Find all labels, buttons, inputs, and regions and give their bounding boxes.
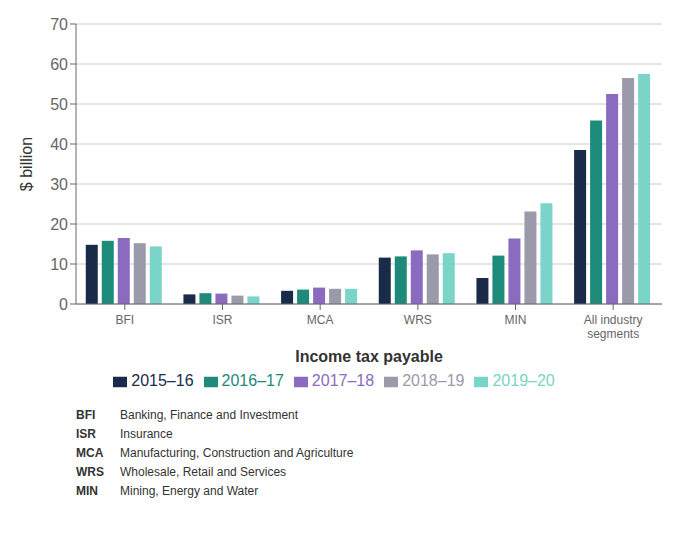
svg-text:$ billion: $ billion xyxy=(18,137,35,191)
html-text:Mining, Energy and Water: Mining, Energy and Water xyxy=(120,484,259,498)
html-text:MCA: MCA xyxy=(76,446,104,460)
html-text:Manufacturing, Construction an: Manufacturing, Construction and Agricult… xyxy=(120,446,354,460)
svg-text:60: 60 xyxy=(50,56,68,73)
svg-text:WRS: WRS xyxy=(404,313,432,327)
html-text:2018–19: 2018–19 xyxy=(402,372,465,389)
html-text:MIN: MIN xyxy=(76,484,98,498)
html-text:2019–20: 2019–20 xyxy=(492,372,555,389)
svg-text:MIN: MIN xyxy=(505,313,527,327)
svg-text:MCA: MCA xyxy=(307,313,334,327)
svg-text:70: 70 xyxy=(50,16,68,33)
html-text:BFI: BFI xyxy=(76,408,96,422)
html-text:ISR: ISR xyxy=(76,427,96,441)
svg-text:20: 20 xyxy=(50,216,68,233)
svg-text:30: 30 xyxy=(50,176,68,193)
html-text:2015–16: 2015–16 xyxy=(131,372,194,389)
html-text:WRS: WRS xyxy=(76,465,104,479)
svg-text:BFI: BFI xyxy=(115,313,134,327)
svg-text:0: 0 xyxy=(59,296,68,313)
svg-text:40: 40 xyxy=(50,136,68,153)
html-text:Wholesale, Retail and Services: Wholesale, Retail and Services xyxy=(120,465,287,479)
html-text:2016–17: 2016–17 xyxy=(221,372,284,389)
html-text:Banking, Finance and Investmen: Banking, Finance and Investment xyxy=(120,408,299,422)
svg-text:ISR: ISR xyxy=(212,313,232,327)
html-text:2017–18: 2017–18 xyxy=(311,372,375,389)
svg-text:Income tax payable: Income tax payable xyxy=(295,348,443,365)
svg-text:All industrysegments: All industrysegments xyxy=(584,313,643,341)
svg-text:50: 50 xyxy=(50,96,68,113)
html-text:Insurance: Insurance xyxy=(120,427,173,441)
svg-text:10: 10 xyxy=(50,256,68,273)
